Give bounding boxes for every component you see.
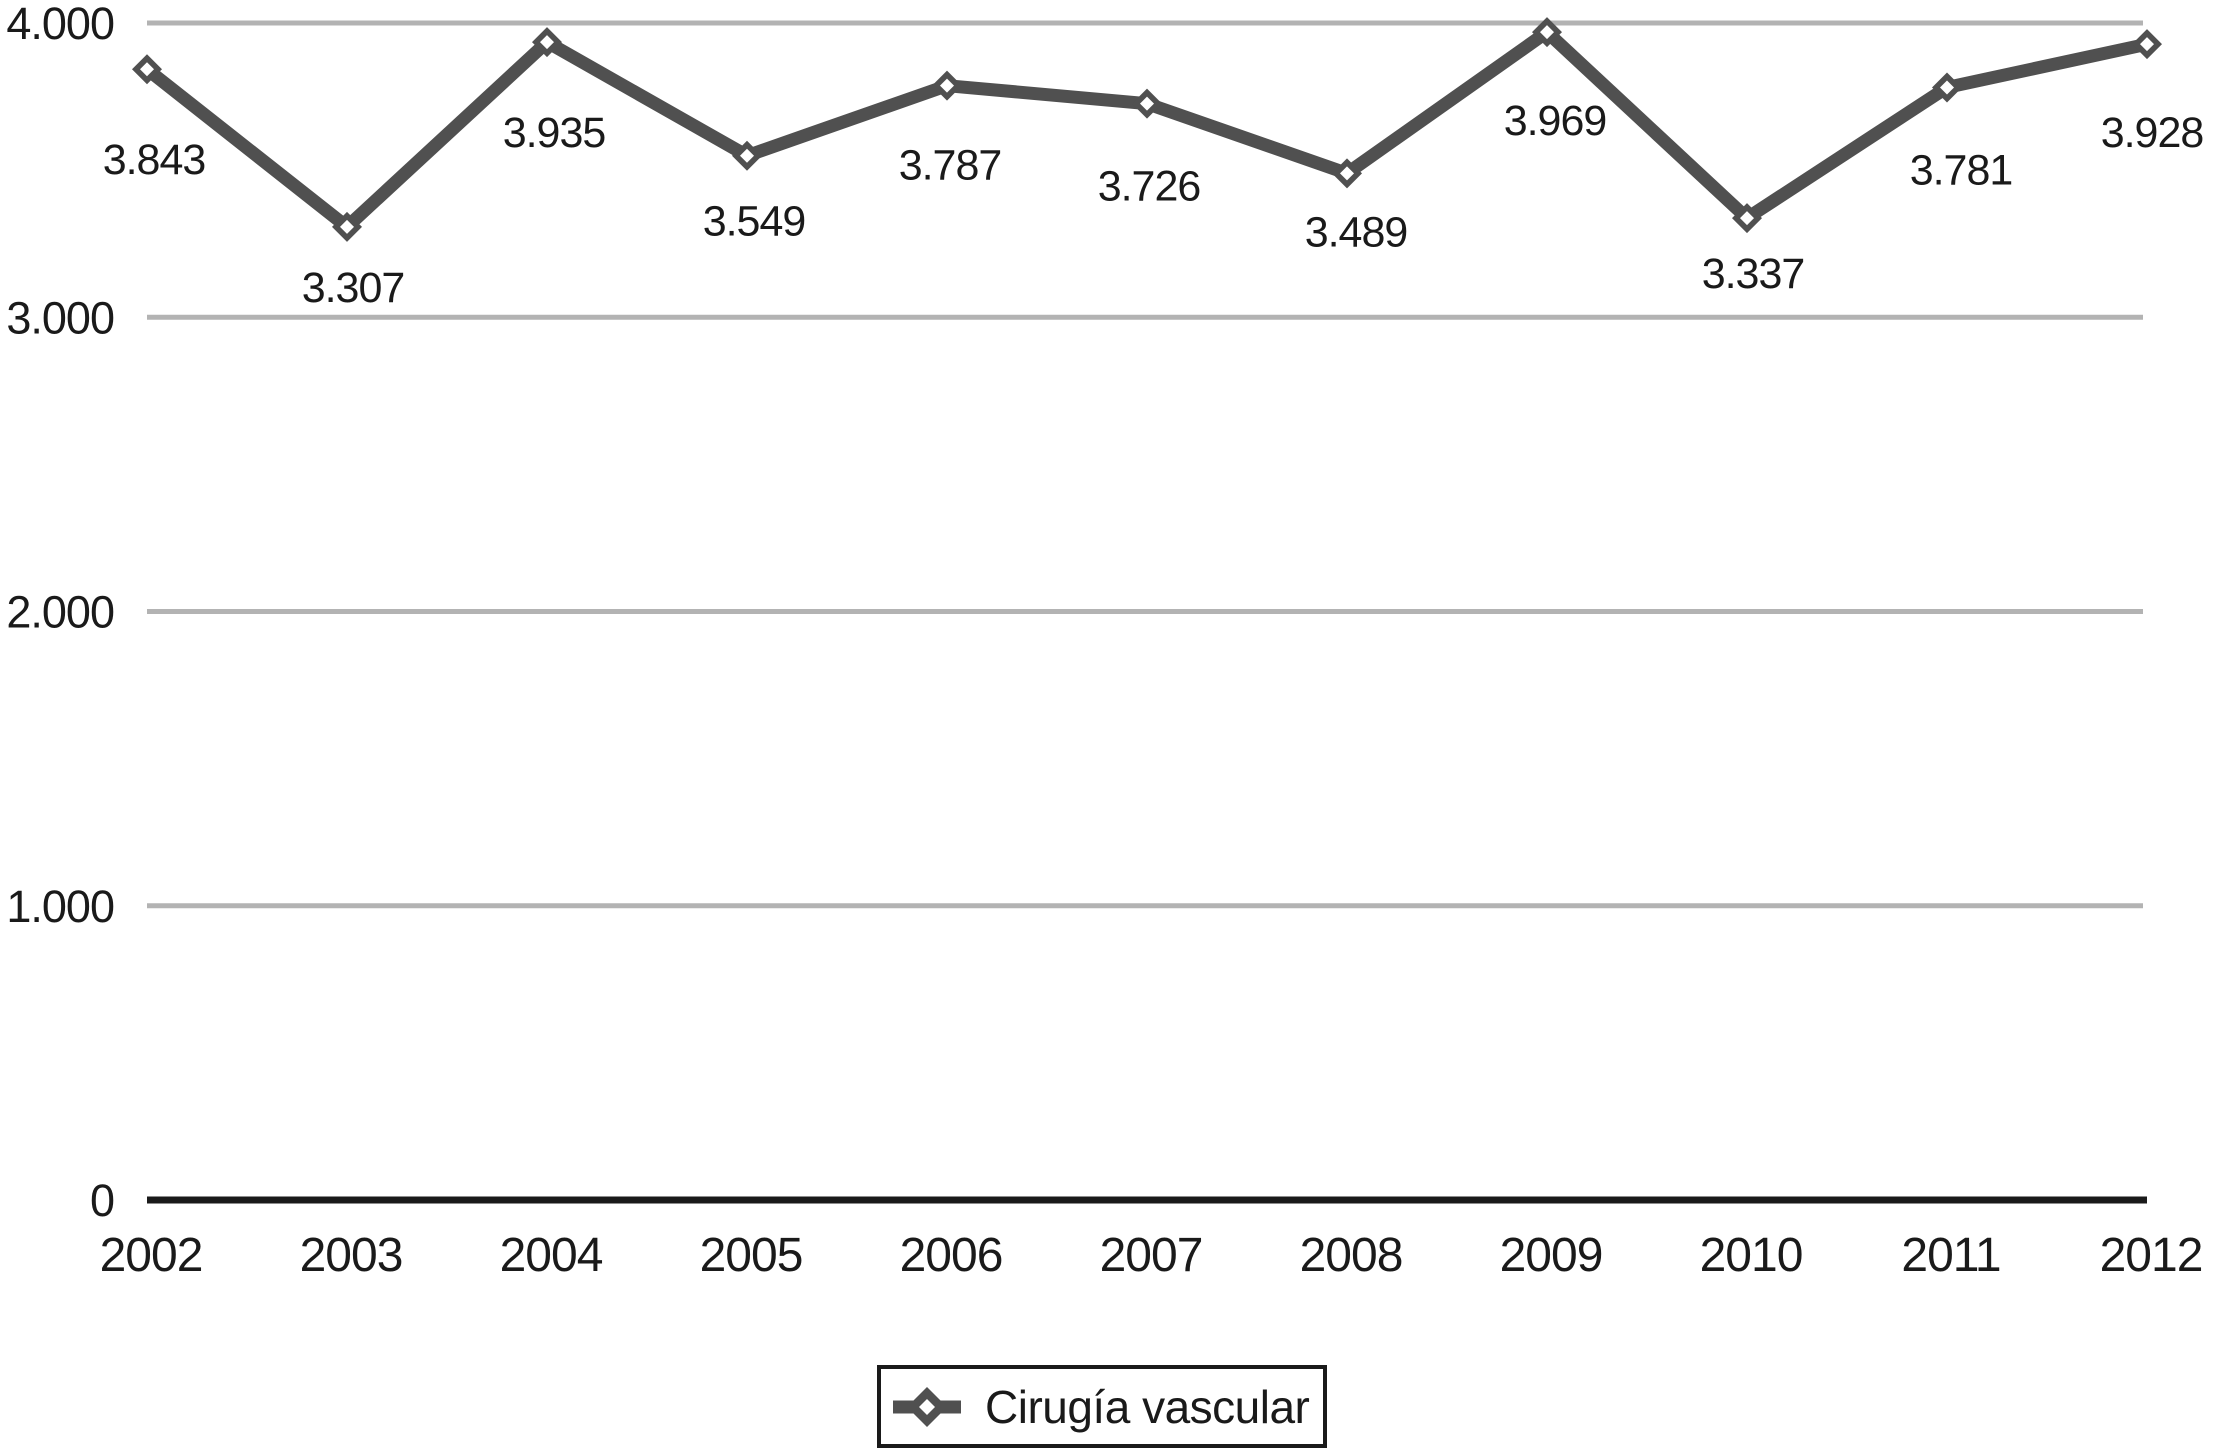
data-point-marker-center-2007 (1140, 96, 1154, 111)
x-tick-label-2004: 2004 (500, 1229, 603, 1282)
y-tick-label-3.000: 3.000 (6, 292, 114, 343)
data-point-label-2005: 3.549 (703, 198, 806, 246)
data-point-label-2003: 3.307 (302, 264, 405, 312)
data-point-marker-center-2005 (740, 148, 754, 163)
x-tick-label-2009: 2009 (1500, 1229, 1603, 1282)
data-point-label-2002: 3.843 (103, 136, 206, 184)
x-tick-label-2006: 2006 (900, 1229, 1003, 1282)
x-tick-label-2011: 2011 (1901, 1229, 2000, 1282)
data-point-marker-center-2009 (1540, 25, 1554, 40)
legend-series-marker-icon (893, 1386, 961, 1427)
data-point-label-2010: 3.337 (1702, 250, 1805, 298)
y-tick-label-1.000: 1.000 (6, 881, 114, 932)
data-point-marker-center-2004 (540, 35, 554, 50)
data-point-marker-center-2003 (340, 219, 354, 234)
data-point-label-2006: 3.787 (899, 142, 1002, 190)
x-tick-label-2012: 2012 (2100, 1229, 2203, 1282)
x-tick-label-2007: 2007 (1100, 1229, 1203, 1282)
legend-diamond-center (919, 1398, 935, 1415)
x-tick-label-2008: 2008 (1300, 1229, 1403, 1282)
data-point-label-2007: 3.726 (1098, 163, 1201, 211)
x-tick-label-2002: 2002 (100, 1229, 203, 1282)
data-point-marker-center-2010 (1740, 211, 1754, 226)
data-point-label-2012: 3.928 (2101, 109, 2204, 157)
data-point-label-2009: 3.969 (1504, 97, 1607, 145)
data-point-label-2008: 3.489 (1305, 208, 1408, 256)
data-point-marker-center-2012 (2140, 37, 2154, 52)
y-tick-label-0: 0 (90, 1175, 114, 1226)
x-tick-label-2003: 2003 (300, 1229, 403, 1282)
data-point-label-2011: 3.781 (1910, 146, 2013, 194)
y-tick-label-2.000: 2.000 (6, 587, 114, 638)
y-tick-label-4.000: 4.000 (6, 0, 114, 49)
data-point-label-2004: 3.935 (503, 109, 606, 157)
data-point-marker-center-2002 (140, 62, 154, 77)
data-point-marker-center-2008 (1340, 166, 1354, 181)
x-tick-label-2005: 2005 (700, 1229, 803, 1282)
legend-series-label: Cirugía vascular (985, 1380, 1310, 1433)
x-tick-label-2010: 2010 (1700, 1229, 1803, 1282)
data-point-marker-center-2006 (940, 78, 954, 93)
data-point-marker-center-2011 (1940, 80, 1954, 95)
legend: Cirugía vascular (877, 1365, 1327, 1448)
